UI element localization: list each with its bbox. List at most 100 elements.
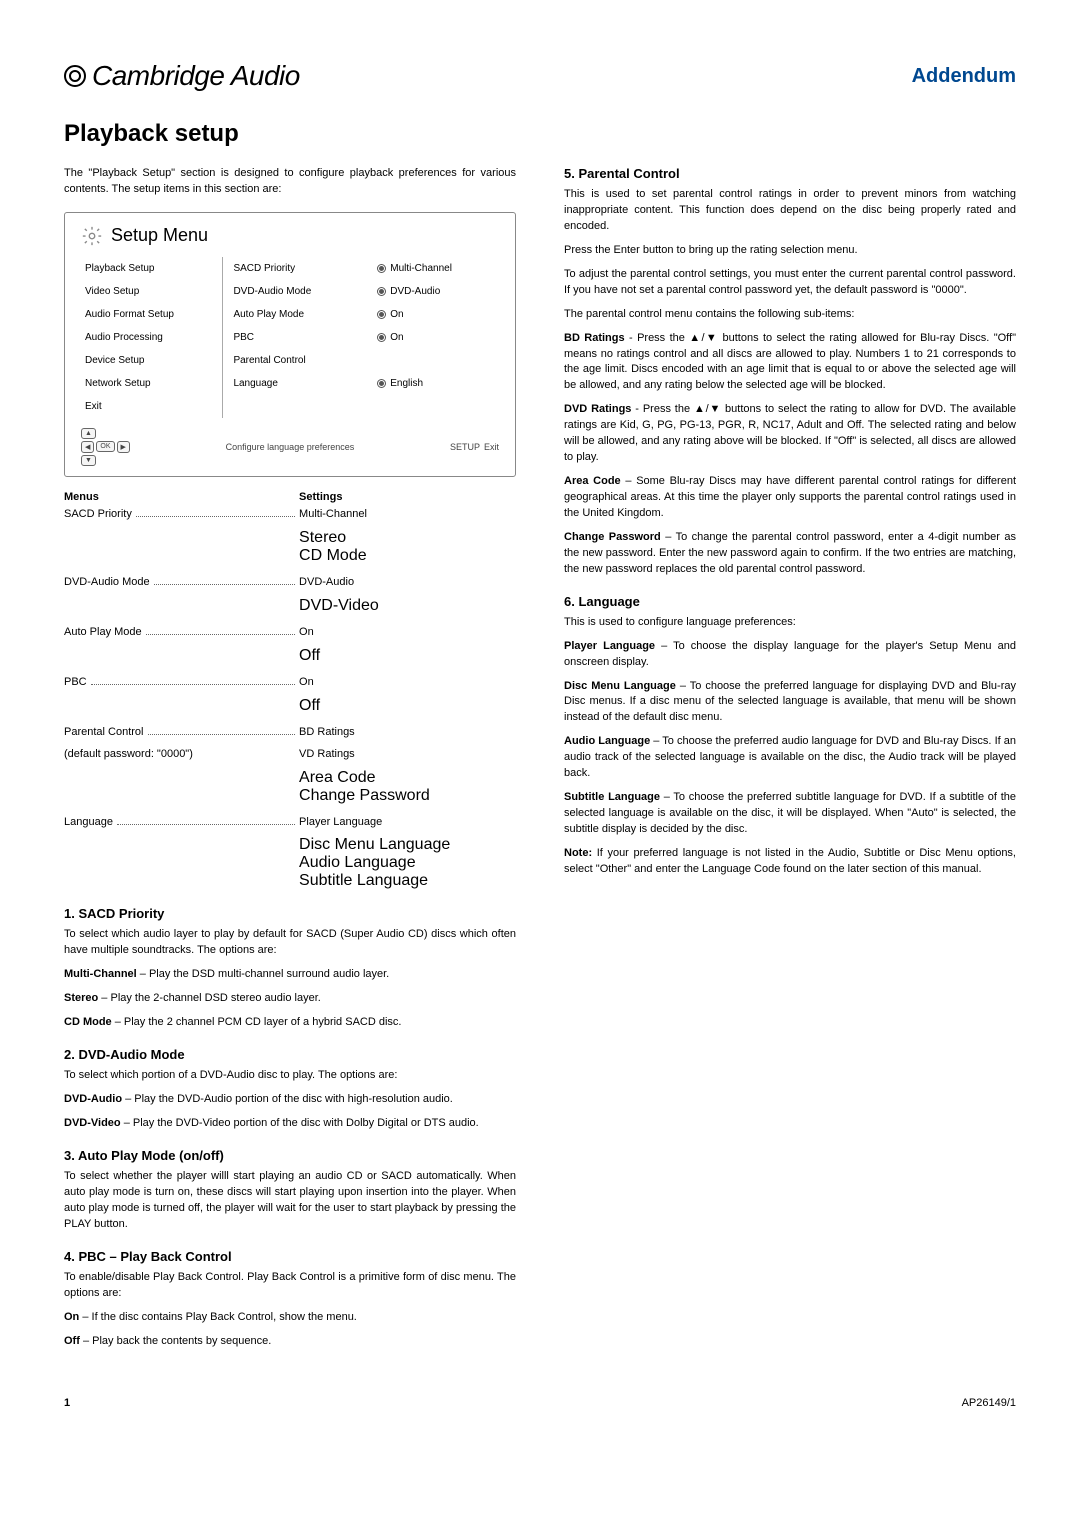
spacer <box>193 747 299 763</box>
section-6-item-4: Subtitle Language – To choose the prefer… <box>564 790 1016 838</box>
setup-menu-right <box>373 395 498 418</box>
menus-settings-row: DVD-Audio Mode DVD-Audio <box>64 575 516 591</box>
section-2-intro: To select which portion of a DVD-Audio d… <box>64 1068 516 1084</box>
nav-pad-icon-row: ◀OK▶ <box>81 441 130 453</box>
menus-header-right: Settings <box>299 491 516 503</box>
setup-menu-row: Video SetupDVD-Audio ModeDVD-Audio <box>81 280 499 303</box>
setup-menu-left: Audio Processing <box>81 326 223 349</box>
menus-settings-row: Parental ControlBD Ratings <box>64 725 516 741</box>
menus-settings-row: PBCOn <box>64 675 516 691</box>
section-2-t2: – Play the DVD-Video portion of the disc… <box>121 1117 479 1129</box>
section-5-item-2: DVD Ratings - Press the ▲/▼ buttons to s… <box>564 402 1016 466</box>
section-2-b2: DVD-Video <box>64 1117 121 1129</box>
section-2-b1: DVD-Audio <box>64 1093 122 1105</box>
menus-settings-extra: Area Code <box>299 769 516 787</box>
setup-menu-footer: ▲ <box>81 428 499 439</box>
section-4-b1: On <box>64 1311 79 1323</box>
radio-icon <box>377 333 386 342</box>
section-5-item-3: Area Code – Some Blu-ray Discs may have … <box>564 474 1016 522</box>
section-1-t1: – Play the DSD multi-channel surround au… <box>137 968 390 980</box>
page-footer: 1 AP26149/1 <box>64 1397 1016 1409</box>
section-1-intro: To select which audio layer to play by d… <box>64 927 516 959</box>
menus-settings-group: PBCOnOff <box>64 675 516 715</box>
section-4-b2: Off <box>64 1335 80 1347</box>
setup-menu-mid: Language <box>223 372 373 395</box>
page-number: 1 <box>64 1397 70 1409</box>
section-4-item-2: Off – Play back the contents by sequence… <box>64 1334 516 1350</box>
page-title: Playback setup <box>64 120 1016 148</box>
addendum-label: Addendum <box>912 65 1016 88</box>
left-column: The "Playback Setup" section is designed… <box>64 166 516 1357</box>
section-1-item-2: Stereo – Play the 2-channel DSD stereo a… <box>64 991 516 1007</box>
section-6-item-3: Audio Language – To choose the preferred… <box>564 734 1016 782</box>
menus-settings-extra: Disc Menu Language <box>299 836 516 854</box>
section-5-p4: The parental control menu contains the f… <box>564 307 1016 323</box>
menus-settings-extra: Audio Language <box>299 854 516 872</box>
menus-settings-group: Parental ControlBD Ratings (default passw… <box>64 725 516 805</box>
menus-settings-group: LanguagePlayer LanguageDisc Menu Languag… <box>64 815 516 891</box>
menus-settings-left: DVD-Audio Mode <box>64 575 150 591</box>
menus-settings-left: Auto Play Mode <box>64 625 142 641</box>
setup-menu-mid: Auto Play Mode <box>223 303 373 326</box>
dots-leader <box>136 507 295 517</box>
setup-menu-box: Setup Menu Playback SetupSACD PriorityMu… <box>64 212 516 477</box>
section-1-b3: CD Mode <box>64 1016 112 1028</box>
radio-icon <box>377 379 386 388</box>
setup-menu-row: Device SetupParental Control <box>81 349 499 372</box>
setup-menu-right-label: DVD-Audio <box>390 286 440 297</box>
section-1-heading: 1. SACD Priority <box>64 906 516 921</box>
section-5-p1: This is used to set parental control rat… <box>564 187 1016 235</box>
section-3-heading: 3. Auto Play Mode (on/off) <box>64 1148 516 1163</box>
section-6-b3: Audio Language <box>564 735 650 747</box>
dots-leader <box>154 575 295 585</box>
setup-menu-mid: Parental Control <box>223 349 373 372</box>
section-4-item-1: On – If the disc contains Play Back Cont… <box>64 1310 516 1326</box>
radio-icon <box>377 310 386 319</box>
setup-menu-right-label: English <box>390 378 423 389</box>
section-5-p2: Press the Enter button to bring up the r… <box>564 243 1016 259</box>
section-6-note-label: Note: <box>564 847 592 859</box>
setup-exit: SETUP Exit <box>450 442 499 452</box>
setup-menu-row: Network SetupLanguageEnglish <box>81 372 499 395</box>
setup-footer-text: Configure language preferences <box>226 442 355 452</box>
menus-settings-row: Auto Play Mode On <box>64 625 516 641</box>
brand-logo-icon <box>64 65 86 87</box>
section-5-p3: To adjust the parental control settings,… <box>564 267 1016 299</box>
section-4-heading: 4. PBC – Play Back Control <box>64 1249 516 1264</box>
page: Cambridge Audio Addendum Playback setup … <box>0 0 1080 1449</box>
menus-settings-left-sub: (default password: "0000") <box>64 747 193 763</box>
setup-button-label: SETUP <box>450 442 480 452</box>
section-1-t2: – Play the 2-channel DSD stereo audio la… <box>98 992 321 1004</box>
dots-leader <box>117 815 295 825</box>
menus-settings-group: SACD PriorityMulti-ChannelStereoCD Mode <box>64 507 516 565</box>
radio-icon <box>377 264 386 273</box>
setup-menu-right <box>373 349 498 372</box>
brand-name: Cambridge Audio <box>92 60 300 92</box>
menus-settings-right: On <box>299 625 516 641</box>
section-5-item-4: Change Password – To change the parental… <box>564 530 1016 578</box>
menus-settings-right: DVD-Audio <box>299 575 516 591</box>
setup-menu-table: Playback SetupSACD PriorityMulti-Channel… <box>81 257 499 418</box>
setup-menu-mid: SACD Priority <box>223 257 373 280</box>
nav-pad-icon: ▲ <box>81 428 96 439</box>
section-6-b4: Subtitle Language <box>564 791 660 803</box>
section-6-heading: 6. Language <box>564 594 1016 609</box>
setup-menu-row: Exit <box>81 395 499 418</box>
setup-menu-right: Multi-Channel <box>373 257 498 280</box>
menus-settings-right: On <box>299 675 516 691</box>
menus-settings-extra: CD Mode <box>299 547 516 565</box>
dots-leader <box>148 725 296 735</box>
menus-settings-group: Auto Play ModeOnOff <box>64 625 516 665</box>
section-6-p1: This is used to configure language prefe… <box>564 615 1016 631</box>
menus-settings-row: SACD PriorityMulti-Channel <box>64 507 516 523</box>
setup-menu-title: Setup Menu <box>111 225 208 246</box>
footer-code: AP26149/1 <box>962 1397 1016 1409</box>
section-5-t3: – Some Blu-ray Discs may have different … <box>564 475 1016 519</box>
radio-icon <box>377 287 386 296</box>
setup-menu-left: Playback Setup <box>81 257 223 280</box>
setup-exit-label: Exit <box>484 442 499 452</box>
header: Cambridge Audio Addendum <box>64 60 1016 92</box>
intro-text: The "Playback Setup" section is designed… <box>64 166 516 198</box>
setup-menu-mid: PBC <box>223 326 373 349</box>
menus-settings-group: DVD-Audio ModeDVD-AudioDVD-Video <box>64 575 516 615</box>
